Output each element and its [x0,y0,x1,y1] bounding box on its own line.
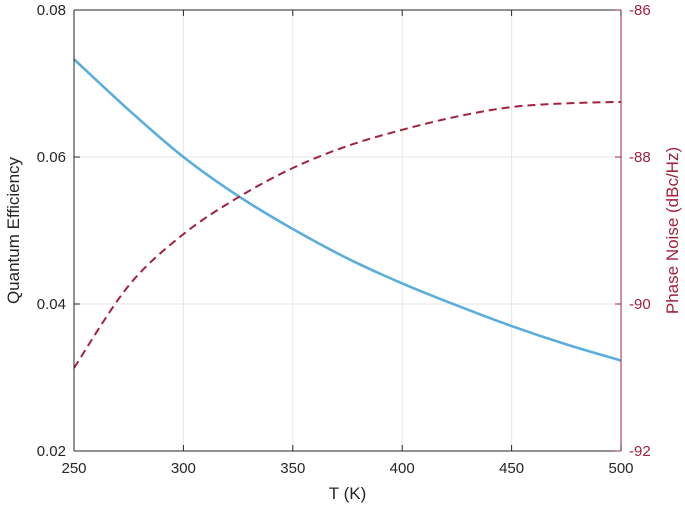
y-right-tick-label: -92 [629,443,651,460]
x-tick-label: 400 [390,460,415,477]
plot-frame [73,9,622,452]
y-left-tick-label: 0.06 [37,149,66,166]
x-tick-label: 500 [608,460,633,477]
x-axis-label: T (K) [329,484,366,503]
x-tick-label: 300 [171,460,196,477]
y-right-tick-label: -90 [629,296,651,313]
y-left-tick-label: 0.04 [37,296,66,313]
x-tick-label: 350 [280,460,305,477]
phase-noise-series-line [73,100,622,369]
series-layer [73,58,622,369]
y-right-tick-label: -86 [629,2,651,19]
tick-layer: 250 300 350 400 450 500 0.02 0.04 0.06 0.08 -92 -90… [37,2,651,477]
y-right-tick-label: -88 [629,149,651,166]
x-tick-label: 450 [499,460,524,477]
y-right-axis-label: Phase Noise (dBc/Hz) [663,147,682,314]
grid-lines [73,9,622,452]
y-left-axis-label: Quantum Efficiency [4,156,23,304]
y-left-tick-label: 0.08 [37,2,66,19]
y-left-tick-label: 0.02 [37,443,66,460]
quantum-efficiency-series-line [73,58,622,362]
x-tick-label: 250 [61,460,86,477]
